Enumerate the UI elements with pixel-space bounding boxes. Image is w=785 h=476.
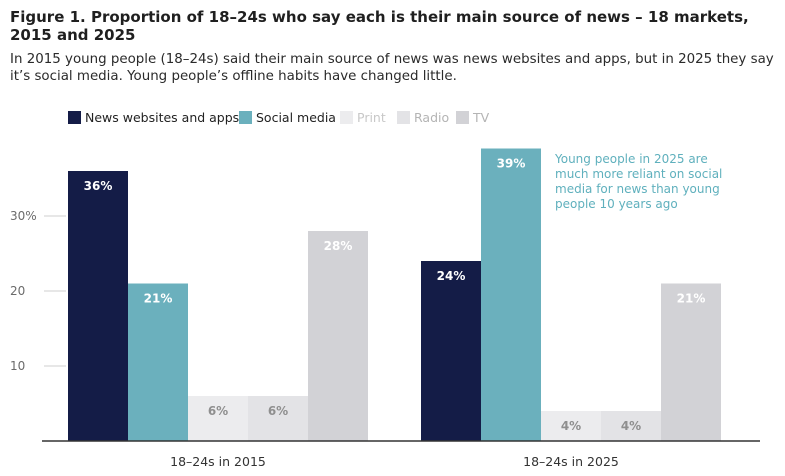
bar-value-label: 28% bbox=[324, 239, 353, 253]
x-axis: 18–24s in 2015 18–24s in 2025 bbox=[170, 454, 619, 469]
chart-legend: News websites and apps Social media Print R… bbox=[68, 110, 490, 125]
legend-label-news-websites-and-apps: News websites and apps bbox=[85, 110, 239, 125]
bar bbox=[128, 283, 188, 441]
legend-swatch-social-media bbox=[239, 111, 252, 124]
legend-label-radio: Radio bbox=[414, 110, 449, 125]
bar bbox=[188, 396, 248, 441]
bar-value-label: 24% bbox=[437, 269, 466, 283]
x-category-label: 18–24s in 2025 bbox=[523, 454, 619, 469]
legend-swatch-radio bbox=[397, 111, 410, 124]
bar bbox=[421, 261, 481, 441]
y-axis: 10 20 30% bbox=[10, 209, 66, 373]
x-category-label: 18–24s in 2015 bbox=[170, 454, 266, 469]
bar bbox=[601, 411, 661, 441]
legend-label-social-media: Social media bbox=[256, 110, 336, 125]
bar-value-label: 21% bbox=[144, 292, 173, 306]
legend-label-print: Print bbox=[357, 110, 386, 125]
bar-value-label: 6% bbox=[208, 404, 228, 418]
legend-swatch-news-websites-and-apps bbox=[68, 111, 81, 124]
bar-value-label: 4% bbox=[561, 419, 581, 433]
bar-value-label: 39% bbox=[497, 157, 526, 171]
annotation-line: media for news than young bbox=[555, 182, 720, 196]
annotation-line: Young people in 2025 are bbox=[554, 152, 708, 166]
bar bbox=[541, 411, 601, 441]
bar-value-label: 4% bbox=[621, 419, 641, 433]
y-tick-label: 20 bbox=[10, 284, 25, 298]
bar bbox=[68, 171, 128, 441]
legend-swatch-print bbox=[340, 111, 353, 124]
bar-value-label: 6% bbox=[268, 404, 288, 418]
annotation-line: much more reliant on social bbox=[555, 167, 722, 181]
y-tick-label: 30% bbox=[10, 209, 37, 223]
bar bbox=[481, 148, 541, 441]
bar bbox=[248, 396, 308, 441]
bar-value-label: 21% bbox=[677, 292, 706, 306]
bar bbox=[661, 283, 721, 441]
bar-value-label: 36% bbox=[84, 179, 113, 193]
chart-subtitle: In 2015 young people (18–24s) said their… bbox=[10, 52, 774, 84]
legend-label-tv: TV bbox=[472, 110, 490, 125]
chart-title: Figure 1. Proportion of 18–24s who say e… bbox=[10, 8, 749, 44]
bar bbox=[308, 231, 368, 441]
annotation-line: people 10 years ago bbox=[555, 197, 678, 211]
y-tick-label: 10 bbox=[10, 359, 25, 373]
legend-swatch-tv bbox=[456, 111, 469, 124]
chart-bars: 36% 21% 6% 6% 28% 24% 39% 4% 4% 21% bbox=[68, 148, 721, 441]
